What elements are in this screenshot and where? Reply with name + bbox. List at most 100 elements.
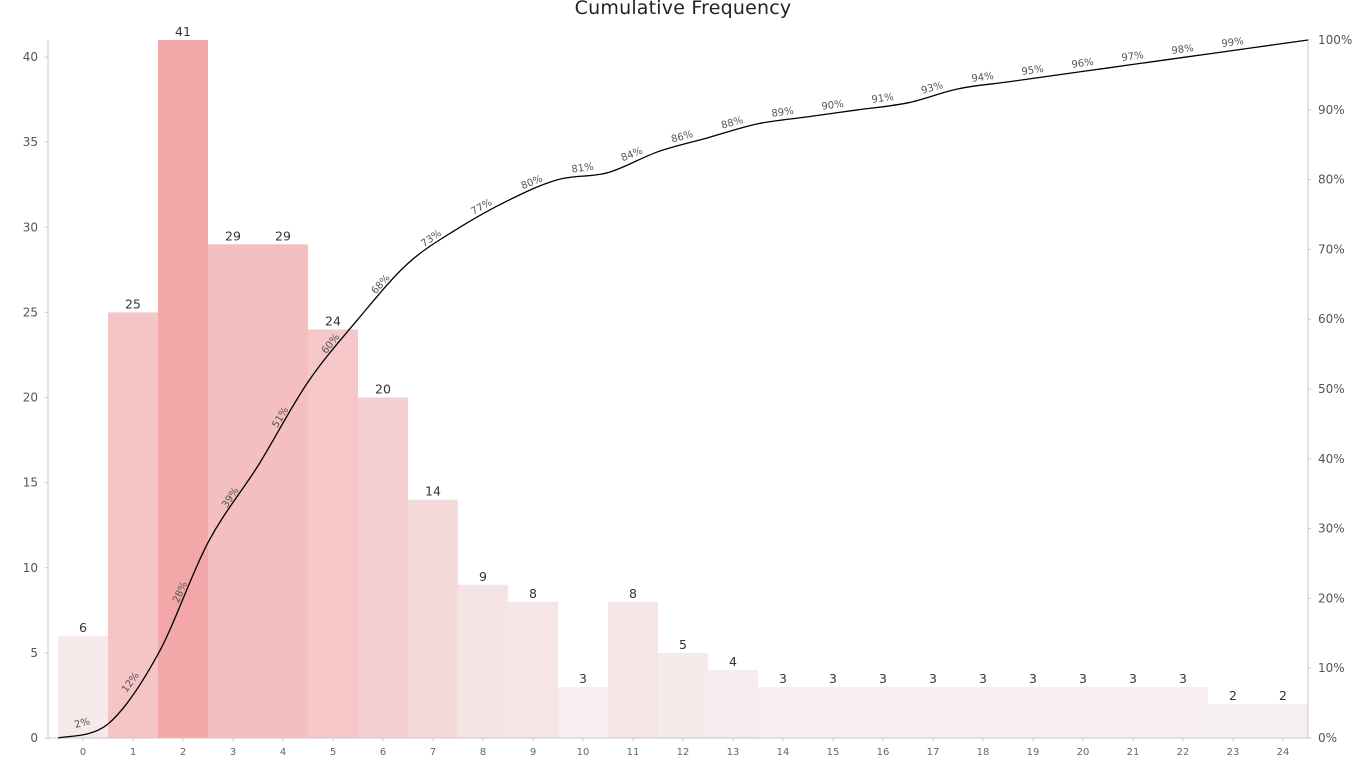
- bar-12: [658, 652, 708, 738]
- bar-value-label: 2: [1229, 688, 1237, 703]
- bar-17: [908, 686, 958, 738]
- bar-value-label: 41: [175, 24, 191, 39]
- bar-value-label: 20: [375, 382, 391, 397]
- cumulative-line: [57, 39, 1309, 739]
- bar-value-label: 3: [579, 671, 587, 686]
- cumulative-percent-label: 93%: [920, 80, 944, 97]
- x-tick-label: 6: [380, 747, 386, 758]
- cumulative-percent-label: 86%: [670, 129, 694, 146]
- right-tick-label: 30%: [1318, 522, 1345, 536]
- bar-24: [1258, 703, 1308, 738]
- chart-title: Cumulative Frequency: [574, 0, 792, 19]
- x-tick-label: 23: [1227, 747, 1240, 758]
- cumulative-percent-label: 73%: [419, 228, 444, 250]
- bar-14: [758, 686, 808, 738]
- x-tick-label: 16: [877, 747, 890, 758]
- bar-15: [808, 686, 858, 738]
- bar-9: [508, 601, 558, 738]
- cumulative-percent-label: 2%: [73, 716, 91, 731]
- right-tick-label: 10%: [1318, 661, 1345, 675]
- bar-value-label: 3: [1079, 671, 1087, 686]
- x-tick-label: 1: [130, 747, 136, 758]
- bar-4: [258, 244, 308, 739]
- x-tick-label: 2: [180, 747, 186, 758]
- x-tick-label: 22: [1177, 747, 1190, 758]
- right-tick-label: 60%: [1318, 312, 1345, 326]
- bar-value-label: 14: [425, 484, 441, 499]
- right-tick-label: 70%: [1318, 242, 1345, 256]
- x-tick-label: 0: [80, 747, 86, 758]
- bar-18: [958, 686, 1008, 738]
- bar-value-label: 9: [479, 569, 487, 584]
- bar-value-label: 24: [325, 313, 341, 328]
- x-tick-label: 3: [230, 747, 236, 758]
- x-tick-label: 14: [777, 747, 790, 758]
- bar-value-label: 29: [275, 228, 291, 243]
- right-tick-label: 90%: [1318, 103, 1345, 117]
- x-tick-label: 17: [927, 747, 940, 758]
- cumulative-percent-label: 99%: [1221, 36, 1245, 50]
- cumulative-percent-label: 81%: [571, 162, 595, 176]
- cumulative-percent-label: 98%: [1171, 43, 1195, 57]
- bar-value-label: 3: [929, 671, 937, 686]
- x-tick-label: 8: [480, 747, 486, 758]
- bar-13: [708, 669, 758, 738]
- bar-21: [1108, 686, 1158, 738]
- bar-value-label: 4: [729, 654, 737, 669]
- left-tick-label: 25: [23, 305, 38, 319]
- x-tick-label: 7: [430, 747, 436, 758]
- bar-value-label: 8: [629, 586, 637, 601]
- left-tick-label: 30: [23, 220, 38, 234]
- left-tick-label: 0: [30, 731, 38, 745]
- x-tick-label: 9: [530, 747, 536, 758]
- bar-value-label: 5: [679, 637, 687, 652]
- bar-5: [308, 329, 358, 738]
- x-tick-label: 19: [1027, 747, 1040, 758]
- bar-3: [208, 244, 258, 739]
- left-tick-label: 15: [23, 476, 38, 490]
- bar-20: [1058, 686, 1108, 738]
- right-tick-label: 0%: [1318, 731, 1337, 745]
- bar-value-label: 3: [1179, 671, 1187, 686]
- bar-6: [358, 397, 408, 738]
- bar-value-label: 3: [1029, 671, 1037, 686]
- right-tick-label: 50%: [1318, 382, 1345, 396]
- bar-value-label: 25: [125, 296, 141, 311]
- x-tick-label: 24: [1277, 747, 1290, 758]
- cumulative-percent-label: 84%: [620, 145, 645, 164]
- bar-1: [108, 312, 158, 738]
- x-tick-label: 20: [1077, 747, 1090, 758]
- left-tick-label: 20: [23, 391, 38, 405]
- bar-11: [608, 601, 658, 738]
- cumulative-percent-label: 91%: [871, 92, 895, 106]
- bar-value-label: 3: [879, 671, 887, 686]
- cumulative-percent-label: 95%: [1021, 64, 1045, 78]
- right-tick-label: 20%: [1318, 591, 1345, 605]
- right-tick-label: 100%: [1318, 33, 1352, 47]
- bar-value-label: 3: [979, 671, 987, 686]
- left-tick-label: 35: [23, 135, 38, 149]
- x-tick-label: 21: [1127, 747, 1140, 758]
- bar-value-label: 8: [529, 586, 537, 601]
- x-tick-label: 5: [330, 747, 336, 758]
- bar-7: [408, 499, 458, 738]
- bar-2: [158, 40, 208, 738]
- x-tick-label: 11: [627, 747, 640, 758]
- cumulative-percent-label: 89%: [771, 106, 795, 120]
- bar-16: [858, 686, 908, 738]
- cumulative-percent-label: 96%: [1071, 57, 1095, 71]
- left-tick-label: 5: [30, 646, 38, 660]
- bar-value-label: 3: [1129, 671, 1137, 686]
- bar-value-label: 29: [225, 228, 241, 243]
- bar-value-label: 6: [79, 620, 87, 635]
- bar-22: [1158, 686, 1208, 738]
- bar-0: [58, 635, 108, 738]
- cumulative-percent-label: 90%: [821, 99, 845, 113]
- right-tick-label: 80%: [1318, 173, 1345, 187]
- bar-value-label: 2: [1279, 688, 1287, 703]
- left-tick-label: 40: [23, 50, 38, 64]
- x-tick-label: 4: [280, 747, 286, 758]
- x-tick-label: 10: [577, 747, 590, 758]
- x-tick-label: 13: [727, 747, 740, 758]
